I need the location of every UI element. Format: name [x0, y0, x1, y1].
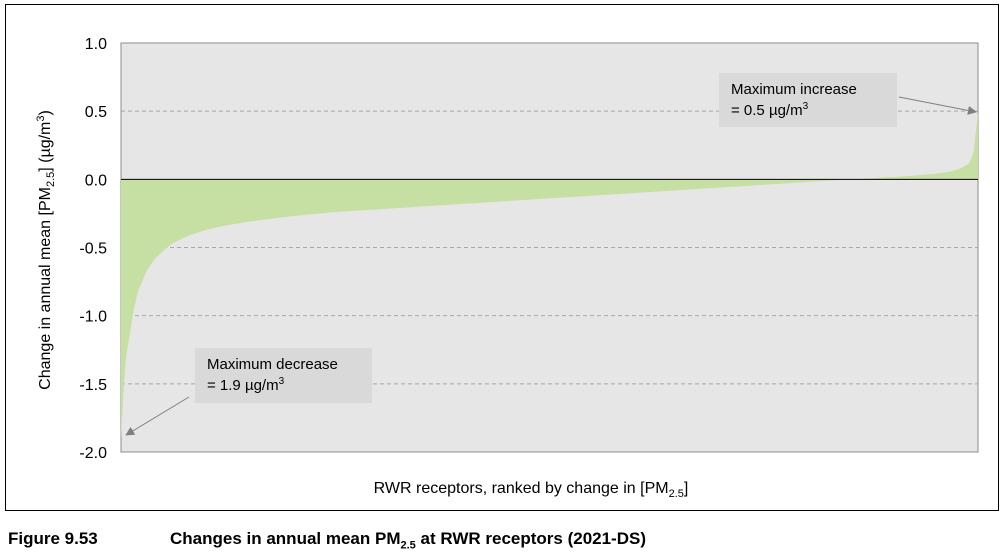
- y-tick-label: 1.0: [85, 36, 107, 53]
- y-tick-labels: 1.0 0.5 0.0 -0.5 -1.0 -1.5 -2.0: [79, 36, 107, 462]
- area-series: [121, 111, 978, 439]
- annotation-box: [195, 348, 372, 403]
- figure-number: Figure 9.53: [8, 529, 98, 548]
- annotation-box: [719, 73, 897, 127]
- y-tick-label: 0.0: [85, 172, 107, 189]
- figure-title: Changes in annual mean PM2.5 at RWR rece…: [170, 529, 646, 552]
- x-axis-title: RWR receptors, ranked by change in [PM2.…: [374, 480, 689, 500]
- chart-frame: 1.0 0.5 0.0 -0.5 -1.0 -1.5 -2.0 Change in annu…: [5, 4, 999, 511]
- annotation-line2: = 1.9 µg/m3: [207, 376, 285, 394]
- y-tick-label: -0.5: [79, 241, 107, 258]
- y-tick-label: -1.0: [79, 309, 107, 326]
- y-axis-title: Change in annual mean [PM2.5] (µg/m3): [35, 110, 57, 390]
- annotation-max-increase: Maximum increase = 0.5 µg/m3: [719, 73, 977, 127]
- figure-caption: Figure 9.53 Changes in annual mean PM2.5…: [8, 529, 998, 553]
- y-tick-label: -2.0: [79, 445, 107, 462]
- annotation-arrow: [125, 396, 190, 436]
- annotation-max-decrease: Maximum decrease = 1.9 µg/m3: [125, 348, 372, 436]
- annotation-line1: Maximum increase: [731, 81, 857, 98]
- y-tick-label: 0.5: [85, 104, 107, 121]
- annotation-arrow: [898, 96, 977, 115]
- y-tick-label: -1.5: [79, 377, 107, 394]
- chart-svg: 1.0 0.5 0.0 -0.5 -1.0 -1.5 -2.0 Change in annu…: [35, 36, 979, 500]
- annotation-line1: Maximum decrease: [207, 356, 338, 373]
- annotation-line2: = 0.5 µg/m3: [731, 101, 809, 119]
